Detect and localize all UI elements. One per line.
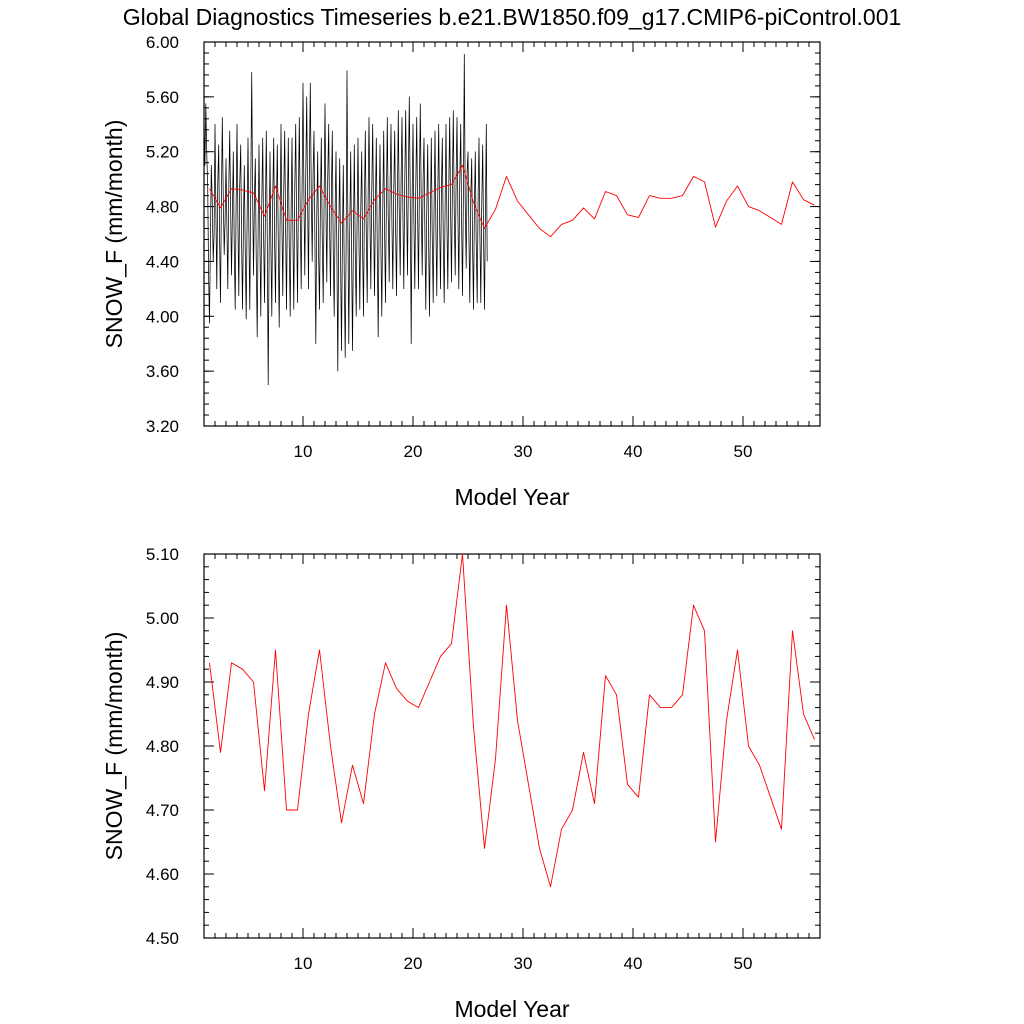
y-tick-label: 4.80 xyxy=(146,198,179,217)
x-tick-label: 20 xyxy=(404,954,423,973)
y-tick-label: 4.40 xyxy=(146,252,179,271)
chart-title: Global Diagnostics Timeseries b.e21.BW18… xyxy=(123,4,902,30)
y-tick-label: 6.00 xyxy=(146,33,179,52)
x-axis-label: Model Year xyxy=(454,996,569,1022)
x-tick-label: 30 xyxy=(514,954,533,973)
x-tick-label: 50 xyxy=(734,442,753,461)
y-tick-label: 4.00 xyxy=(146,307,179,326)
y-tick-label: 4.90 xyxy=(146,673,179,692)
plot-frame xyxy=(203,553,821,939)
y-tick-label: 5.20 xyxy=(146,143,179,162)
x-axis-label: Model Year xyxy=(454,484,569,510)
series-line-annual xyxy=(209,164,815,238)
y-tick-label: 3.60 xyxy=(146,362,179,381)
x-tick-label: 10 xyxy=(294,442,313,461)
x-tick-label: 50 xyxy=(734,954,753,973)
panel-top: 10 20 30 40 50 3.20 3.60 4.00 4.40 4.80 5.20 5.60 6.… xyxy=(101,33,821,510)
y-axis-label: SNOW_F (mm/month) xyxy=(101,632,127,861)
x-tick-label: 40 xyxy=(624,442,643,461)
y-tick-label: 5.60 xyxy=(146,88,179,107)
panel-bottom: 10 20 30 40 50 4.50 4.60 4.70 4.80 4.90 5.00 5.10 Mo… xyxy=(101,545,821,1022)
x-tick-label: 10 xyxy=(294,954,313,973)
series-line-annual xyxy=(209,553,815,888)
series-line-monthly xyxy=(203,53,488,386)
x-tick-label: 30 xyxy=(514,442,533,461)
y-axis-label: SNOW_F (mm/month) xyxy=(101,120,127,349)
y-tick-label: 4.50 xyxy=(146,929,179,948)
y-tick-label: 4.70 xyxy=(146,801,179,820)
y-tick-label: 5.00 xyxy=(146,609,179,628)
y-tick-label: 4.80 xyxy=(146,737,179,756)
y-tick-label: 3.20 xyxy=(146,417,179,436)
y-tick-label: 5.10 xyxy=(146,545,179,564)
x-tick-label: 20 xyxy=(404,442,423,461)
x-tick-label: 40 xyxy=(624,954,643,973)
y-tick-label: 4.60 xyxy=(146,865,179,884)
